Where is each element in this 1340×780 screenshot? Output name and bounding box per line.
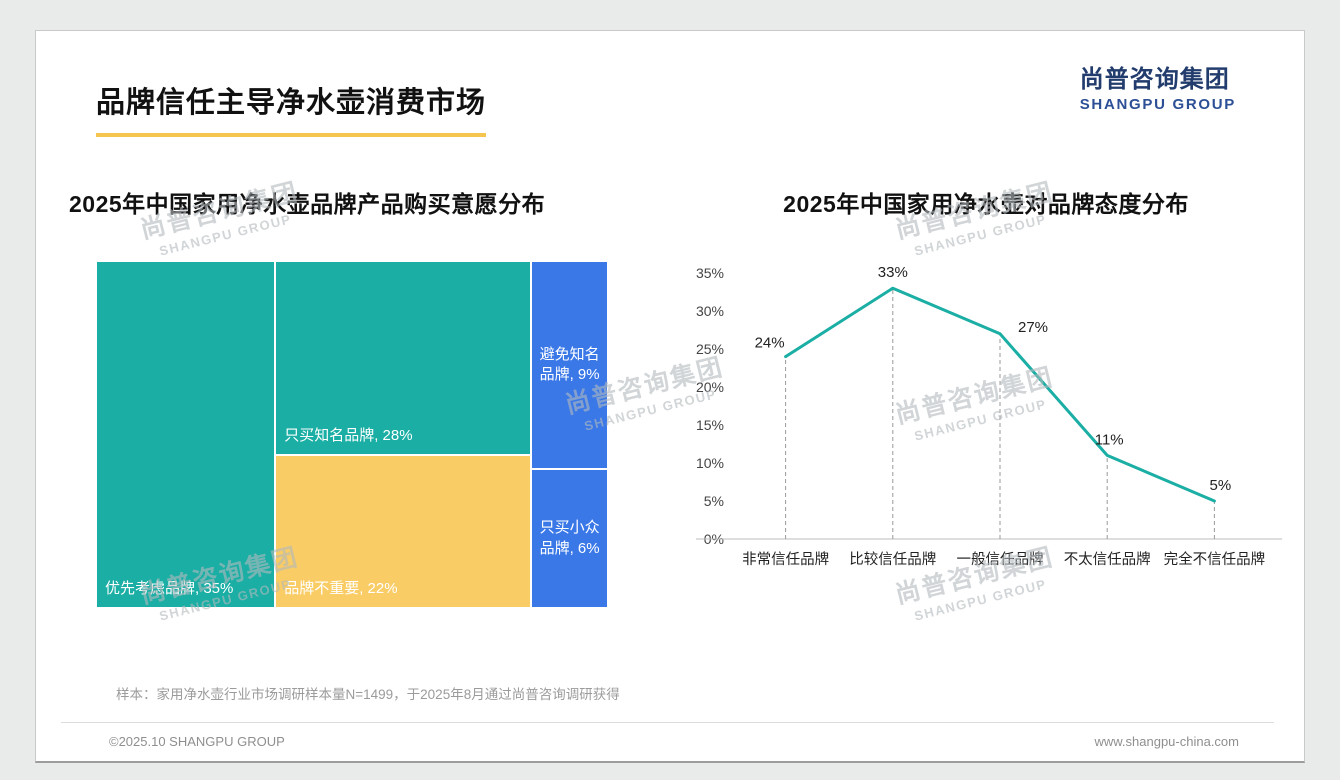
treemap-chart-title: 2025年中国家用净水壶品牌产品购买意愿分布 (69, 191, 546, 217)
line-chart-svg: 0%5%10%15%20%25%30%35%24%33%27%11%5%非常信任… (696, 264, 1282, 568)
footer: ©2025.10 SHANGPU GROUP www.shangpu-china… (61, 722, 1274, 749)
treemap-block-0: 优先考虑品牌, 35% (96, 261, 276, 608)
trend-line (784, 286, 1216, 503)
treemap-block-label: 只买知名品牌, 28% (284, 427, 413, 445)
x-axis-category-label: 一般信任品牌 (957, 551, 1044, 568)
y-axis-tick-label: 35% (696, 265, 724, 281)
slide-header: 品牌信任主导净水壶消费市场 尚普咨询集团 SHANGPU GROUP (36, 31, 1304, 137)
sample-note: 样本：家用净水壶行业市场调研样本量N=1499，于2025年8月通过尚普咨询调研… (116, 687, 620, 702)
treemap-block-label: 只买小众品牌, 6% (539, 519, 600, 557)
value-label: 24% (755, 335, 785, 352)
value-label: 27% (1018, 319, 1048, 336)
x-axis-category-label: 比较信任品牌 (849, 550, 936, 568)
y-axis-tick-label: 20% (696, 379, 724, 395)
treemap-block-4: 只买小众品牌, 6% (531, 469, 608, 608)
y-axis-tick-label: 5% (704, 493, 724, 509)
slide: 品牌信任主导净水壶消费市场 尚普咨询集团 SHANGPU GROUP 2025年… (35, 30, 1305, 763)
y-axis-tick-label: 10% (696, 455, 724, 471)
treemap-block-1: 只买知名品牌, 28% (275, 261, 532, 456)
y-axis-tick-label: 25% (696, 341, 724, 357)
website-url: www.shangpu-china.com (1094, 734, 1239, 749)
brand-logo-cn: 尚普咨询集团 (1079, 66, 1230, 93)
x-axis-category-label: 完全不信任品牌 (1164, 550, 1266, 568)
y-axis-tick-label: 30% (696, 303, 724, 319)
value-label: 33% (878, 264, 908, 281)
treemap-section: 2025年中国家用净水壶品牌产品购买意愿分布 优先考虑品牌, 35% 只买知名品牌… (69, 185, 646, 608)
charts-area: 2025年中国家用净水壶品牌产品购买意愿分布 优先考虑品牌, 35% 只买知名品牌… (36, 185, 1304, 608)
line-chart-section: 2025年中国家用净水壶对品牌态度分布 0% 5% 10% 15% 20% 25% 30% 3… (686, 185, 1286, 608)
line-chart-title: 2025年中国家用净水壶对品牌态度分布 (783, 191, 1189, 217)
treemap-chart: 优先考虑品牌, 35% 只买知名品牌, 28% 品牌不重要, 22% 避免知名品牌, … (96, 261, 608, 608)
brand-logo: 尚普咨询集团 SHANGPU GROUP (1080, 59, 1236, 113)
treemap-block-2: 品牌不重要, 22% (275, 455, 532, 608)
value-label: 5% (1210, 477, 1232, 494)
treemap-block-label: 避免知名品牌, 9% (539, 345, 600, 384)
treemap-block-3: 避免知名品牌, 9% (531, 261, 608, 470)
value-label: 11% (1095, 431, 1124, 448)
x-axis-category-label: 非常信任品牌 (742, 551, 829, 568)
treemap-block-label: 优先考虑品牌, 35% (105, 579, 234, 597)
x-axis-category-label: 不太信任品牌 (1064, 551, 1151, 568)
treemap-block-label: 品牌不重要, 22% (284, 579, 398, 597)
copyright: ©2025.10 SHANGPU GROUP (109, 734, 285, 749)
y-axis-tick-label: 15% (696, 417, 724, 433)
brand-logo-en: SHANGPU GROUP (1079, 96, 1236, 113)
line-chart: 0% 5% 10% 15% 20% 25% 30% 35% 24% 33% 27% 11% 5% 非常信任… (686, 249, 1286, 599)
page-title: 品牌信任主导净水壶消费市场 (96, 79, 487, 137)
